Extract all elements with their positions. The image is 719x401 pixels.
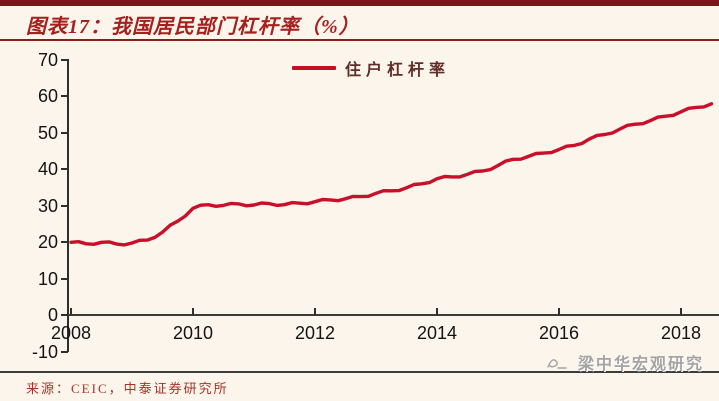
y-axis-line (67, 59, 69, 352)
y-tick-label: 50 (37, 122, 58, 143)
y-tick-mark (61, 58, 68, 61)
y-tick-label: 0 (47, 305, 58, 326)
household-leverage-line (69, 102, 714, 247)
chart-header: 图表17：我国居民部门杠杆率（%） (26, 10, 696, 38)
y-tick-mark (61, 277, 68, 280)
y-tick-label: 10 (37, 268, 58, 289)
x-tick-label: 2018 (660, 323, 702, 343)
x-tick-mark (558, 308, 560, 315)
x-tick-mark (70, 308, 72, 315)
y-tick-label: 30 (37, 195, 58, 216)
y-tick-mark (61, 350, 68, 353)
x-tick-mark (314, 308, 316, 315)
chart-legend: 住户杠杆率 (292, 58, 451, 79)
y-tick-label: 60 (37, 86, 58, 107)
y-tick-mark (61, 95, 68, 98)
y-tick-mark (61, 241, 68, 244)
x-tick-label: 2016 (538, 323, 580, 343)
page-title: 图表17：我国居民部门杠杆率（%） (26, 16, 360, 38)
x-tick-label: 2014 (416, 323, 458, 343)
x-tick-label: 2010 (172, 323, 214, 343)
y-tick-mark (61, 168, 68, 171)
x-tick-mark (680, 308, 682, 315)
top-accent-bar (0, 0, 719, 6)
legend-line-swatch (292, 66, 336, 70)
x-tick-mark (192, 308, 194, 315)
footer-divider (0, 371, 719, 373)
source-note: 来源：CEIC，中泰证券研究所 (26, 381, 229, 396)
y-tick-label: -10 (31, 341, 58, 362)
x-tick-mark (436, 308, 438, 315)
y-tick-mark (61, 314, 68, 317)
y-tick-mark (61, 204, 68, 207)
legend-series-label: 住户杠杆率 (345, 62, 451, 79)
y-tick-label: 40 (37, 159, 58, 180)
x-tick-label: 2008 (50, 323, 92, 343)
watermark-label: 梁中华宏观研究 (578, 356, 705, 373)
y-tick-label: 20 (37, 232, 58, 253)
watermark: 梁中华宏观研究 (546, 351, 704, 373)
y-tick-label: 70 (37, 49, 58, 70)
watermark-scribble-icon (547, 359, 567, 369)
title-divider (0, 39, 719, 41)
y-tick-mark (61, 131, 68, 134)
x-axis-zero-line (67, 314, 719, 316)
x-tick-label: 2012 (294, 323, 336, 343)
